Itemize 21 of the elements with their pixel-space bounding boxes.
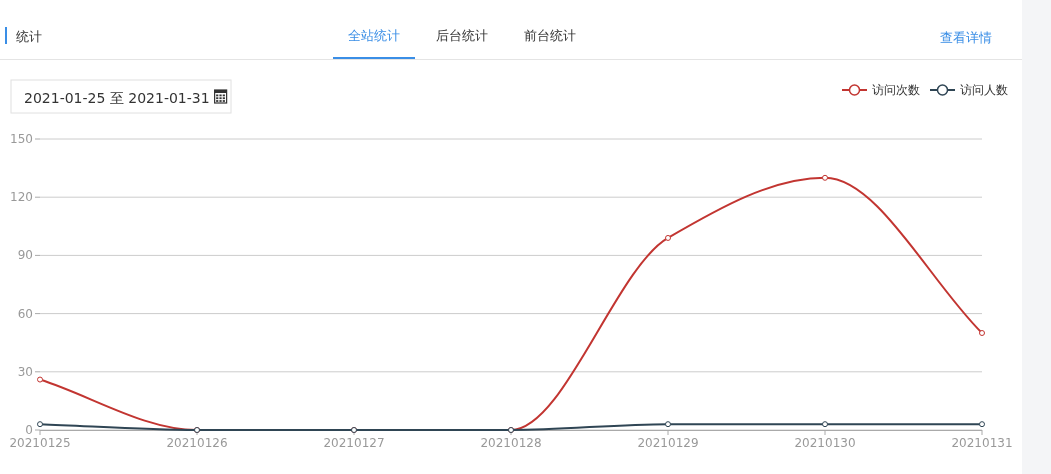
x-tick-label: 20210125 — [9, 436, 71, 450]
x-tick-label: 20210127 — [323, 436, 385, 450]
x-tick-label: 20210126 — [166, 436, 228, 450]
x-tick-label: 20210131 — [951, 436, 1013, 450]
x-tick-label: 20210130 — [794, 436, 856, 450]
y-tick-label: 90 — [17, 248, 33, 263]
text: 2021-01-25 至 2021-01-31 — [24, 90, 210, 106]
y-tick-label: 0 — [25, 423, 33, 437]
y-tick-label: 120 — [10, 190, 33, 205]
x-tick-label: 20210129 — [637, 436, 699, 450]
text: 查看详情 — [940, 30, 992, 45]
text: 前台统计 — [524, 28, 576, 43]
y-tick-label: 150 — [10, 132, 33, 146]
text: 后台统计 — [436, 28, 488, 43]
chart-title: 统计 — [16, 29, 42, 44]
y-tick-label: 60 — [17, 306, 33, 321]
y-tick-label: 30 — [17, 364, 33, 379]
legend-label: 访问次数 — [872, 83, 920, 97]
text: 全站统计 — [348, 28, 400, 43]
legend-label: 访问人数 — [960, 83, 1008, 97]
x-tick-label: 20210128 — [480, 436, 542, 450]
